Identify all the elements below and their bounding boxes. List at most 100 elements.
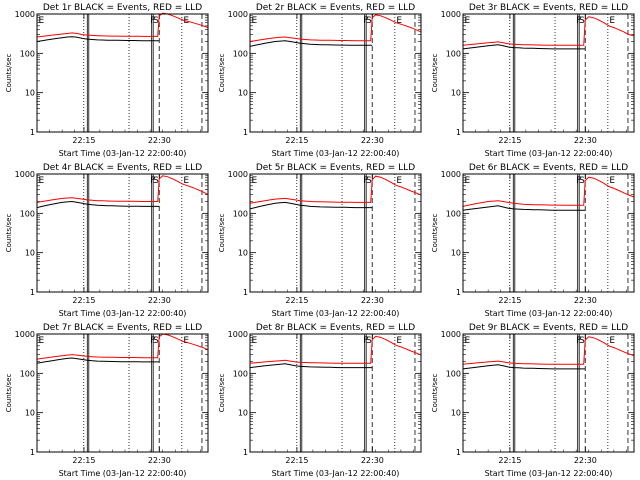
plot-frame xyxy=(462,333,635,453)
events-series-line xyxy=(249,40,373,47)
marker-letter: E xyxy=(465,16,471,26)
x-tick-label: 22:30 xyxy=(148,136,171,145)
y-tick-label: 100 xyxy=(446,369,461,378)
events-series-line xyxy=(462,364,586,370)
y-tick-label: 100 xyxy=(233,369,248,378)
y-axis-label: Counts/sec xyxy=(5,54,13,93)
chart-title: Det 5r BLACK = Events, RED = LLD xyxy=(256,163,415,173)
lld-series-line xyxy=(36,12,209,38)
marker-letter: F xyxy=(576,16,581,26)
lld-series-line xyxy=(249,14,422,42)
y-tick-label: 100 xyxy=(233,49,248,58)
events-series-line xyxy=(249,363,373,369)
chart-panel-9: Det 9r BLACK = Events, RED = LLD Counts/s… xyxy=(431,323,635,478)
y-tick-label: 100 xyxy=(20,209,35,218)
marker-letter: E xyxy=(609,336,615,346)
y-tick-label: 1000 xyxy=(228,170,248,179)
marker-letter: F xyxy=(150,16,155,26)
marker-letter: S xyxy=(153,16,159,26)
x-tick-label: 22:30 xyxy=(361,296,384,305)
chart-panel-6: Det 6r BLACK = Events, RED = LLD Counts/s… xyxy=(431,163,635,318)
chart-title: Det 9r BLACK = Events, RED = LLD xyxy=(469,323,628,333)
x-tick-label: 22:30 xyxy=(148,296,171,305)
x-tick-label: 22:30 xyxy=(574,296,597,305)
plot-frame xyxy=(36,333,209,453)
chart-title: Det 3r BLACK = Events, RED = LLD xyxy=(469,3,628,13)
marker-letter: S xyxy=(366,336,372,346)
y-tick-label: 1000 xyxy=(441,330,461,339)
marker-letter: E xyxy=(465,176,471,186)
marker-letter: E xyxy=(609,16,615,26)
marker-letter: E xyxy=(39,16,45,26)
marker-letter: F xyxy=(576,336,581,346)
x-tick-label: 22:15 xyxy=(72,296,95,305)
plot-frame xyxy=(462,173,635,293)
x-tick-label: 22:15 xyxy=(498,456,521,465)
events-series-line xyxy=(462,44,586,50)
y-tick-label: 10 xyxy=(25,409,35,418)
y-tick-label: 1 xyxy=(30,288,35,297)
y-tick-label: 10 xyxy=(25,89,35,98)
y-tick-label: 1000 xyxy=(441,10,461,19)
x-axis-label: Start Time (03-Jan-12 22:00:40) xyxy=(272,309,400,318)
events-series-line xyxy=(462,205,586,211)
marker-letter: F xyxy=(576,176,581,186)
chart-title: Det 7r BLACK = Events, RED = LLD xyxy=(43,323,202,333)
marker-letter: S xyxy=(579,336,585,346)
marker-letter: S xyxy=(366,176,372,186)
events-series-line xyxy=(36,200,160,209)
y-tick-label: 10 xyxy=(451,409,461,418)
y-tick-label: 1 xyxy=(243,288,248,297)
x-axis-label: Start Time (03-Jan-12 22:00:40) xyxy=(59,149,187,158)
x-tick-label: 22:30 xyxy=(361,136,384,145)
lld-series-line xyxy=(249,175,422,204)
y-tick-label: 1000 xyxy=(441,170,461,179)
lld-series-line xyxy=(462,176,635,207)
y-tick-label: 10 xyxy=(238,249,248,258)
marker-letter: E xyxy=(465,336,471,346)
x-axis-label: Start Time (03-Jan-12 22:00:40) xyxy=(485,149,613,158)
y-axis-label: Counts/sec xyxy=(431,374,439,413)
plot-frame xyxy=(249,13,422,133)
marker-letter: S xyxy=(153,336,159,346)
plot-frame xyxy=(249,333,422,453)
marker-letter: S xyxy=(153,176,159,186)
x-axis-label: Start Time (03-Jan-12 22:00:40) xyxy=(272,469,400,478)
y-axis-label: Counts/sec xyxy=(218,54,226,93)
marker-letter: E xyxy=(396,16,402,26)
chart-panel-5: Det 5r BLACK = Events, RED = LLD Counts/s… xyxy=(218,163,422,318)
chart-panel-2: Det 2r BLACK = Events, RED = LLD Counts/s… xyxy=(218,3,422,158)
chart-title: Det 1r BLACK = Events, RED = LLD xyxy=(43,3,202,13)
y-axis-label: Counts/sec xyxy=(218,214,226,253)
x-tick-label: 22:30 xyxy=(574,136,597,145)
chart-title: Det 8r BLACK = Events, RED = LLD xyxy=(256,323,415,333)
y-tick-label: 1 xyxy=(30,448,35,457)
y-tick-label: 100 xyxy=(446,209,461,218)
y-tick-label: 1 xyxy=(456,128,461,137)
marker-letter: E xyxy=(396,176,402,186)
marker-letter: E xyxy=(39,336,45,346)
x-tick-label: 22:15 xyxy=(285,456,308,465)
x-tick-label: 22:15 xyxy=(498,136,521,145)
events-series-line xyxy=(36,36,160,42)
plot-frame xyxy=(36,13,209,133)
marker-letter: F xyxy=(363,16,368,26)
y-axis-label: Counts/sec xyxy=(431,214,439,253)
plot-frame xyxy=(249,173,422,293)
x-tick-label: 22:15 xyxy=(498,296,521,305)
marker-letter: F xyxy=(150,176,155,186)
chart-panel-1: Det 1r BLACK = Events, RED = LLD Counts/s… xyxy=(5,3,209,158)
chart-title: Det 4r BLACK = Events, RED = LLD xyxy=(43,163,202,173)
chart-panel-3: Det 3r BLACK = Events, RED = LLD Counts/s… xyxy=(431,3,635,158)
y-tick-label: 1 xyxy=(456,288,461,297)
marker-letter: E xyxy=(39,176,45,186)
y-tick-label: 100 xyxy=(233,209,248,218)
marker-letter: F xyxy=(150,336,155,346)
marker-letter: F xyxy=(363,176,368,186)
events-series-line xyxy=(249,201,373,210)
y-tick-label: 1 xyxy=(456,448,461,457)
y-axis-label: Counts/sec xyxy=(218,374,226,413)
lld-series-line xyxy=(462,16,635,46)
x-tick-label: 22:15 xyxy=(285,136,308,145)
